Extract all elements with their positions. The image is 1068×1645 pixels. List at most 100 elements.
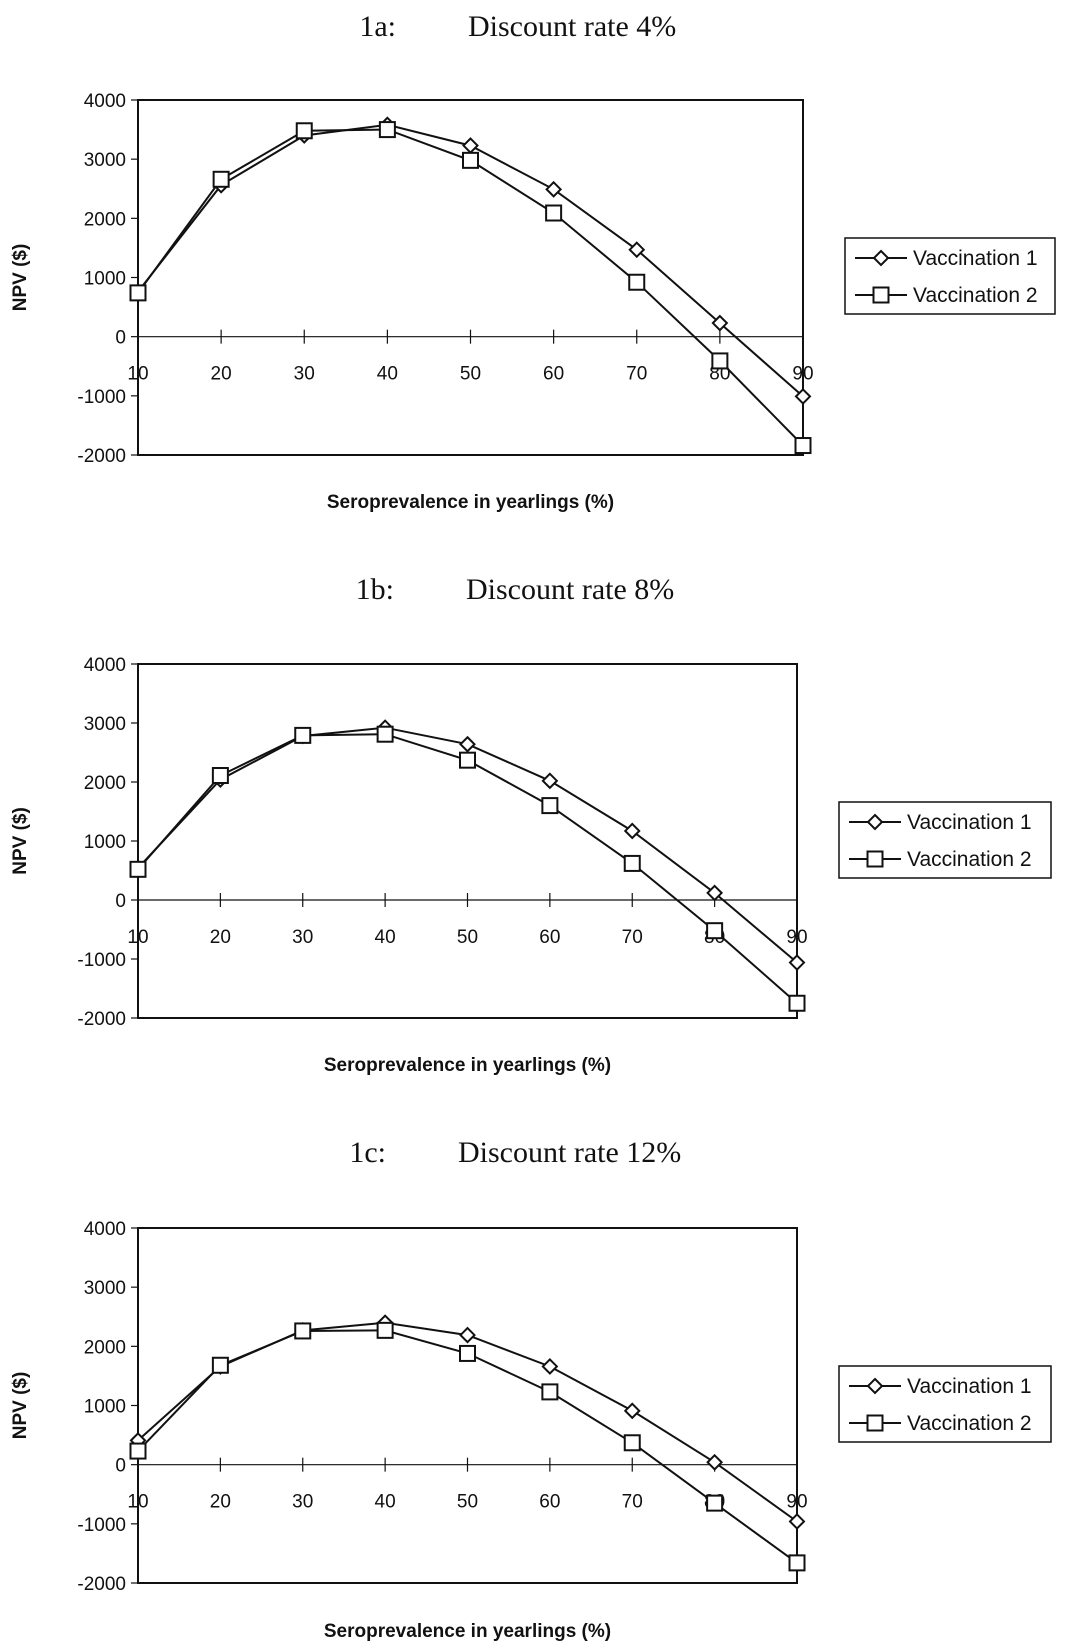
chart-panel-1b: 1b: Discount rate 8% 4000 3000 2000 1000 0 -100… <box>10 573 1052 1076</box>
y-tick-label: 2000 <box>84 773 126 794</box>
data-point-square <box>541 797 559 815</box>
data-point-square <box>459 1344 476 1362</box>
x-tick-label: 50 <box>457 1492 478 1513</box>
data-point-square <box>794 437 812 455</box>
data-point-diamond <box>794 388 812 405</box>
x-tick-label: 10 <box>127 364 148 385</box>
legend-marker-diamond <box>866 813 884 831</box>
legend-marker-square <box>866 850 884 868</box>
data-point-square <box>295 122 313 140</box>
data-point-square <box>623 1434 641 1452</box>
legend-marker-square <box>866 1414 884 1432</box>
data-point-diamond <box>459 1326 476 1344</box>
y-tick-label: 0 <box>115 891 126 912</box>
legend-entry-label: Vaccination 2 <box>907 1412 1032 1435</box>
y-tick-label: -2000 <box>77 1009 126 1030</box>
x-tick-label: 90 <box>792 364 813 385</box>
data-point-diamond <box>545 180 563 198</box>
y-tick-label: 0 <box>115 1456 126 1477</box>
data-point-diamond <box>628 241 646 259</box>
y-tick-label: 0 <box>115 328 126 349</box>
x-axis-label: Seroprevalence in yearlings (%) <box>327 492 614 513</box>
chart-legend: Vaccination 1 Vaccination 2 <box>838 801 1052 879</box>
x-tick-label: 70 <box>622 1492 643 1513</box>
chart-panel-1c: 1c: Discount rate 12% 4000 3000 2000 1000 0 -10… <box>10 1136 1052 1642</box>
legend-entry-label: Vaccination 1 <box>907 811 1032 834</box>
x-tick-label: 30 <box>292 1492 313 1513</box>
data-point-square <box>541 1383 559 1401</box>
x-tick-label: 70 <box>622 927 643 948</box>
x-tick-label: 90 <box>786 927 807 948</box>
y-axis-label: NPV ($) <box>10 1372 31 1440</box>
y-tick-label: 3000 <box>84 150 126 171</box>
y-tick-label: -1000 <box>77 1515 126 1536</box>
data-point-square <box>706 922 724 940</box>
data-point-square <box>788 1554 806 1572</box>
data-point-diamond <box>706 1453 724 1471</box>
x-tick-label: 60 <box>539 927 560 948</box>
y-tick-label: -1000 <box>77 950 126 971</box>
chart-panel-1a: 1a: Discount rate 4% 4000 3000 2000 1000 0 -100… <box>10 10 1056 513</box>
chart-title-prefix: 1a: <box>359 10 396 43</box>
x-tick-label: 60 <box>539 1492 560 1513</box>
data-point-diamond <box>541 1358 559 1375</box>
x-tick-label: 60 <box>543 364 564 385</box>
y-tick-label: -1000 <box>77 387 126 408</box>
data-point-diamond <box>459 735 476 753</box>
data-point-square <box>378 121 396 139</box>
y-tick-label: -2000 <box>77 1574 126 1595</box>
data-point-diamond <box>788 954 806 971</box>
data-point-square <box>129 284 147 302</box>
y-axis-label: NPV ($) <box>10 807 31 875</box>
data-point-square <box>376 725 394 743</box>
x-tick-label: 70 <box>626 364 647 385</box>
data-point-square <box>788 994 806 1012</box>
y-tick-label: 4000 <box>84 91 126 112</box>
data-point-diamond <box>541 772 559 790</box>
data-point-square <box>211 1356 229 1374</box>
legend-entry-label: Vaccination 1 <box>907 1375 1032 1398</box>
legend-entry-label: Vaccination 1 <box>913 247 1038 270</box>
data-point-diamond <box>706 884 724 902</box>
y-tick-label: 1000 <box>84 1397 126 1418</box>
data-point-square <box>623 854 641 872</box>
data-point-diamond <box>623 822 641 840</box>
x-tick-label: 40 <box>375 1492 396 1513</box>
x-axis-label: Seroprevalence in yearlings (%) <box>324 1055 611 1076</box>
x-tick-label: 30 <box>294 364 315 385</box>
y-tick-label: 4000 <box>84 1219 126 1240</box>
legend-marker-square <box>872 286 890 304</box>
data-point-square <box>294 726 312 744</box>
data-point-square <box>376 1321 394 1339</box>
y-tick-label: 3000 <box>84 714 126 735</box>
x-tick-label: 10 <box>127 1492 148 1513</box>
legend-marker-diamond <box>872 249 890 267</box>
x-tick-label: 20 <box>211 364 232 385</box>
y-tick-label: 2000 <box>84 209 126 230</box>
series-line-2 <box>137 128 804 447</box>
data-point-square <box>459 751 476 769</box>
data-point-diamond <box>788 1513 806 1530</box>
series-line-2 <box>137 733 798 1005</box>
chart-title-prefix: 1b: <box>356 573 394 606</box>
chart-legend: Vaccination 1 Vaccination 2 <box>838 1365 1052 1443</box>
x-tick-label: 40 <box>377 364 398 385</box>
x-tick-label: 50 <box>457 927 478 948</box>
data-point-square <box>706 1494 724 1512</box>
data-point-square <box>294 1322 312 1340</box>
y-tick-label: 2000 <box>84 1337 126 1358</box>
data-point-square <box>462 151 479 169</box>
data-point-diamond <box>711 314 729 332</box>
data-point-diamond <box>462 137 479 154</box>
legend-marker-diamond <box>866 1377 884 1395</box>
x-tick-label: 50 <box>460 364 481 385</box>
plot-area-frame <box>137 1227 798 1584</box>
chart-title: Discount rate 4% <box>468 10 676 43</box>
y-tick-label: -2000 <box>77 446 126 467</box>
x-tick-label: 20 <box>210 1492 231 1513</box>
y-tick-label: 1000 <box>84 269 126 290</box>
x-tick-label: 10 <box>127 927 148 948</box>
data-point-square <box>129 1442 147 1460</box>
y-tick-label: 4000 <box>84 655 126 676</box>
